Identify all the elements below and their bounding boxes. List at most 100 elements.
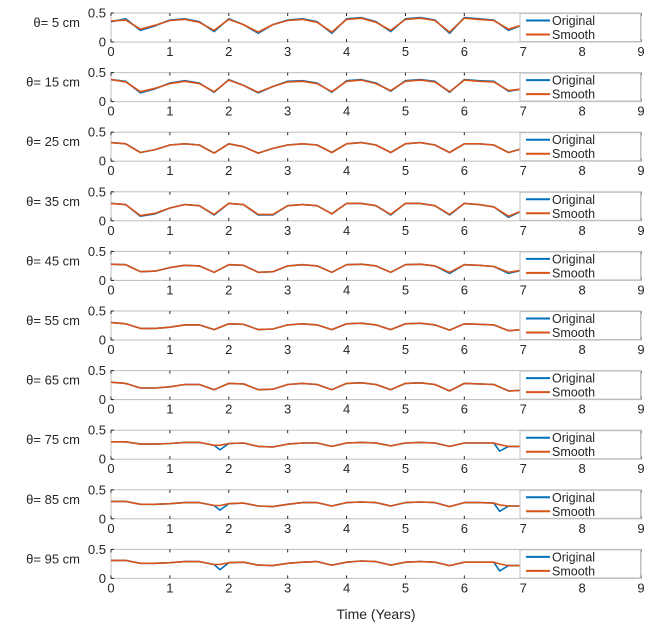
x-tick-label: 5 [402,104,409,119]
legend-label-smooth: Smooth [552,505,595,519]
x-tick-label: 5 [402,402,409,417]
x-tick-label: 1 [166,282,173,297]
row-label: θ= 45 cm [26,253,80,268]
x-tick-label: 0 [107,402,114,417]
legend-label-smooth: Smooth [552,88,595,102]
y-tick-label: 0 [99,213,106,228]
x-axis-label: Time (Years) [336,606,415,622]
y-tick-label: 0 [99,94,106,109]
legend-label-original: Original [552,372,595,386]
x-tick-label: 7 [520,223,527,238]
x-tick-label: 4 [343,521,350,536]
legend-box [519,251,641,281]
x-tick-label: 2 [225,282,232,297]
row-label: θ= 25 cm [26,134,80,149]
x-tick-label: 7 [520,521,527,536]
y-tick-label: 0 [99,35,106,50]
x-tick-label: 9 [637,402,644,417]
legend-box [519,72,641,102]
x-tick-label: 7 [520,282,527,297]
x-tick-label: 3 [284,44,291,59]
legend-box [519,489,641,519]
x-tick-label: 6 [461,223,468,238]
x-tick-label: 7 [520,104,527,119]
x-tick-label: 3 [284,402,291,417]
series-line-smooth [110,381,524,392]
x-tick-label: 3 [284,104,291,119]
x-tick-label: 8 [578,521,585,536]
x-tick-label: 4 [343,580,350,595]
y-tick-label: 0 [99,511,106,526]
legend-box [519,191,641,221]
x-tick-label: 6 [461,282,468,297]
row-label: θ= 55 cm [26,313,80,328]
x-tick-label: 8 [578,104,585,119]
legend-label-original: Original [552,193,595,207]
x-tick-label: 0 [107,163,114,178]
x-tick-label: 9 [637,461,644,476]
x-tick-label: 8 [578,44,585,59]
x-tick-label: 0 [107,282,114,297]
x-tick-label: 2 [225,163,232,178]
x-tick-label: 2 [225,104,232,119]
legend-label-original: Original [552,74,595,88]
x-tick-label: 1 [166,104,173,119]
x-tick-label: 3 [284,580,291,595]
x-tick-label: 7 [520,461,527,476]
x-tick-label: 1 [166,580,173,595]
x-tick-label: 2 [225,402,232,417]
x-tick-label: 4 [343,402,350,417]
x-tick-label: 6 [461,342,468,357]
x-tick-label: 5 [402,282,409,297]
x-tick-label: 7 [520,402,527,417]
legend-label-smooth: Smooth [552,386,595,400]
x-tick-label: 4 [343,104,350,119]
x-tick-label: 4 [343,342,350,357]
x-tick-label: 6 [461,461,468,476]
legend-label-original: Original [552,252,595,266]
x-tick-label: 1 [166,44,173,59]
y-tick-label: 0.5 [88,125,106,140]
row-label: θ= 75 cm [26,432,80,447]
x-tick-label: 9 [637,223,644,238]
x-tick-label: 1 [166,521,173,536]
x-tick-label: 1 [166,163,173,178]
legend-label-original: Original [552,431,595,445]
x-tick-label: 9 [637,282,644,297]
y-tick-label: 0 [99,333,106,348]
legend-label-smooth: Smooth [552,266,595,280]
x-tick-label: 7 [520,580,527,595]
x-tick-label: 2 [225,342,232,357]
x-tick-label: 7 [520,163,527,178]
series-line-smooth [110,17,524,33]
x-tick-label: 5 [402,461,409,476]
y-tick-label: 0.5 [88,304,106,319]
row-label: θ= 85 cm [26,492,80,507]
legend-label-smooth: Smooth [552,28,595,42]
x-tick-label: 3 [284,521,291,536]
y-tick-label: 0.5 [88,363,106,378]
series-line-smooth [110,141,524,154]
y-tick-label: 0.5 [88,184,106,199]
x-tick-label: 2 [225,580,232,595]
x-tick-label: 1 [166,342,173,357]
x-tick-label: 9 [637,521,644,536]
x-tick-label: 0 [107,461,114,476]
x-tick-label: 9 [637,44,644,59]
y-tick-label: 0 [99,273,106,288]
x-tick-label: 6 [461,44,468,59]
y-tick-label: 0 [99,392,106,407]
series-line-smooth [110,78,524,94]
x-tick-label: 5 [402,580,409,595]
x-tick-label: 5 [402,223,409,238]
legend-label-original: Original [552,491,595,505]
x-tick-label: 8 [578,402,585,417]
y-tick-label: 0 [99,571,106,586]
legend-label-smooth: Smooth [552,564,595,578]
legend-box [519,311,641,340]
row-label: θ= 15 cm [26,75,80,90]
x-tick-label: 6 [461,521,468,536]
x-tick-label: 7 [520,342,527,357]
